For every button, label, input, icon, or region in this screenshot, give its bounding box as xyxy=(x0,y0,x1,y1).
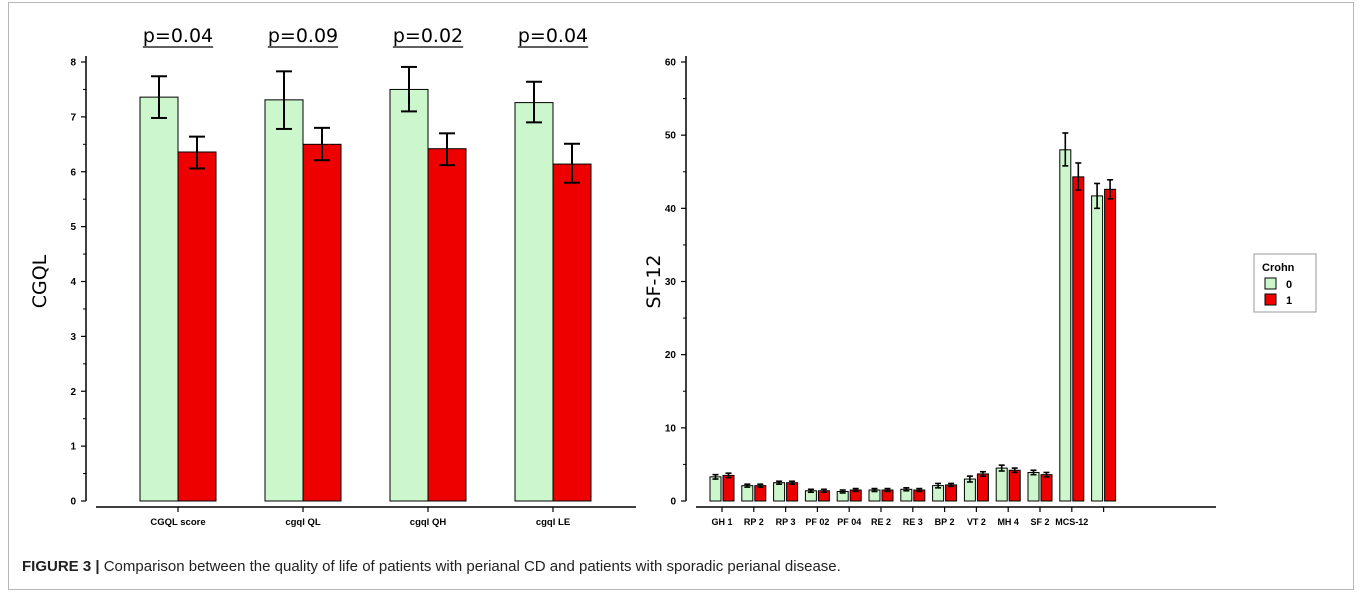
bar-group-1 xyxy=(1104,188,1117,502)
legend-swatch xyxy=(1264,277,1277,290)
legend-label: 0 xyxy=(1286,279,1292,291)
bar-group-0 xyxy=(1091,195,1104,502)
legend-box xyxy=(1253,253,1317,313)
x-tick-label: cgql QL xyxy=(285,517,321,528)
y-tick-label: 30 xyxy=(665,277,677,288)
legend-swatch xyxy=(1264,293,1277,306)
bar-group-0 xyxy=(741,485,754,502)
figure-caption-label: FIGURE 3 | xyxy=(22,558,100,575)
y-tick-label: 50 xyxy=(665,131,677,142)
bar-group-0 xyxy=(389,88,429,502)
bar-group-1 xyxy=(786,482,799,502)
y-tick-label: 40 xyxy=(665,204,677,215)
y-tick-label: 0 xyxy=(70,497,76,508)
legend-label: 1 xyxy=(1286,295,1292,307)
x-tick-label: cgql QH xyxy=(410,517,447,528)
bar-group-0 xyxy=(1059,149,1072,502)
y-tick-label: 6 xyxy=(70,167,76,178)
x-tick-label: MCS-12 xyxy=(1055,517,1088,527)
cgql-chart: 0 1 2 3 4 5 6 7 8 CGQL CGQL score cgql QL cgql QH cgq… xyxy=(29,25,636,528)
bar-group-0 xyxy=(995,467,1008,502)
bar-group-1 xyxy=(1072,176,1085,502)
x-tick-label: VT 2 xyxy=(967,517,986,527)
x-tick-label: PF 02 xyxy=(805,517,829,527)
bar-group-1 xyxy=(177,151,217,502)
y-tick-label: 60 xyxy=(665,58,677,69)
y-tick-label: 3 xyxy=(70,332,76,343)
bar-group-1 xyxy=(1040,474,1053,502)
x-tick-label: SF 2 xyxy=(1030,517,1049,527)
x-tick-label: cgql LE xyxy=(536,517,570,528)
y-tick-label: 2 xyxy=(70,387,76,398)
p-value-annotation: p=0.04 xyxy=(518,25,588,47)
y-tick-label: 10 xyxy=(665,423,677,434)
bar-group-0 xyxy=(1027,471,1040,502)
x-tick-label: BP 2 xyxy=(935,517,955,527)
y-tick-label: 20 xyxy=(665,350,677,361)
x-tick-label: CGQL score xyxy=(150,517,205,528)
x-tick-label: GH 1 xyxy=(711,517,732,527)
bar-group-1 xyxy=(1008,469,1021,502)
y-axis-label: SF-12 xyxy=(643,254,665,308)
y-tick-label: 8 xyxy=(70,58,76,69)
p-value-annotation: p=0.02 xyxy=(393,25,463,47)
x-tick-label: MH 4 xyxy=(997,517,1019,527)
bar-group-1 xyxy=(722,474,735,502)
bar-group-0 xyxy=(514,102,554,502)
y-tick-label: 0 xyxy=(670,497,676,508)
bar-group-0 xyxy=(709,476,722,502)
p-value-annotation: p=0.04 xyxy=(143,25,213,47)
figure-caption: FIGURE 3 | Comparison between the qualit… xyxy=(22,558,841,575)
bar-group-0 xyxy=(773,482,786,502)
bar-group-1 xyxy=(945,484,958,502)
bar-group-1 xyxy=(976,473,989,502)
x-tick-label: PF 04 xyxy=(837,517,861,527)
bar-group-0 xyxy=(264,99,304,502)
x-tick-label: RP 3 xyxy=(776,517,796,527)
y-tick-label: 4 xyxy=(70,277,76,288)
x-tick-label: RP 2 xyxy=(744,517,764,527)
legend-title: Crohn xyxy=(1262,262,1295,274)
y-tick-label: 5 xyxy=(70,222,76,233)
x-tick-label: RE 2 xyxy=(871,517,891,527)
bar-group-1 xyxy=(754,485,767,502)
y-axis-label: CGQL xyxy=(29,254,51,308)
bar-group-0 xyxy=(139,96,179,502)
x-tick-label: RE 3 xyxy=(903,517,923,527)
bar-group-1 xyxy=(427,148,467,502)
bar-group-1 xyxy=(552,163,592,502)
bar-group-1 xyxy=(302,143,342,502)
p-value-annotation: p=0.09 xyxy=(268,25,338,47)
y-tick-label: 1 xyxy=(70,442,76,453)
figure-frame xyxy=(8,2,1354,590)
figure-caption-text: Comparison between the quality of life o… xyxy=(99,558,841,575)
y-tick-label: 7 xyxy=(70,112,76,123)
